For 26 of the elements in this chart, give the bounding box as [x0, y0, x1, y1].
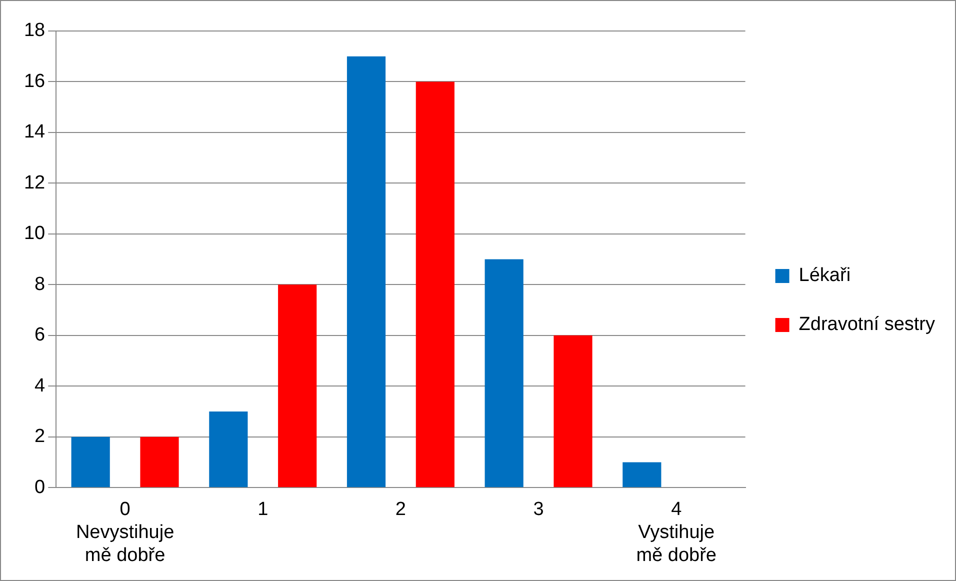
y-tick-label: 12: [24, 172, 46, 194]
bar: [278, 284, 317, 488]
bar: [346, 56, 386, 488]
x-tick-label: 2: [395, 499, 406, 520]
y-tick-label: 0: [34, 476, 46, 498]
x-tick-label: 0 Nevystihuje mě dobře: [76, 499, 174, 566]
y-tick-label: 6: [34, 324, 46, 346]
bar: [140, 436, 179, 488]
x-tick-label: 1: [258, 499, 268, 520]
bar: [416, 82, 454, 488]
bar: [209, 412, 248, 488]
legend-label: Lékaři: [798, 265, 851, 286]
y-tick-label: 18: [24, 20, 46, 42]
y-tick-label: 16: [24, 70, 46, 92]
y-tick-label: 2: [34, 426, 46, 448]
x-tick-label: 4 Vystihuje mě dobře: [636, 499, 717, 566]
legend-label: Zdravotní sestry: [798, 314, 936, 336]
y-tick-label: 8: [34, 274, 46, 295]
bar: [622, 462, 662, 488]
y-tick-label: 14: [24, 122, 46, 143]
y-tick-label: 4: [34, 375, 46, 396]
y-tick-label: 10: [24, 223, 46, 244]
bar: [484, 259, 524, 488]
bar: [554, 335, 592, 488]
x-tick-label: 3: [533, 499, 544, 520]
bar: [71, 436, 110, 488]
